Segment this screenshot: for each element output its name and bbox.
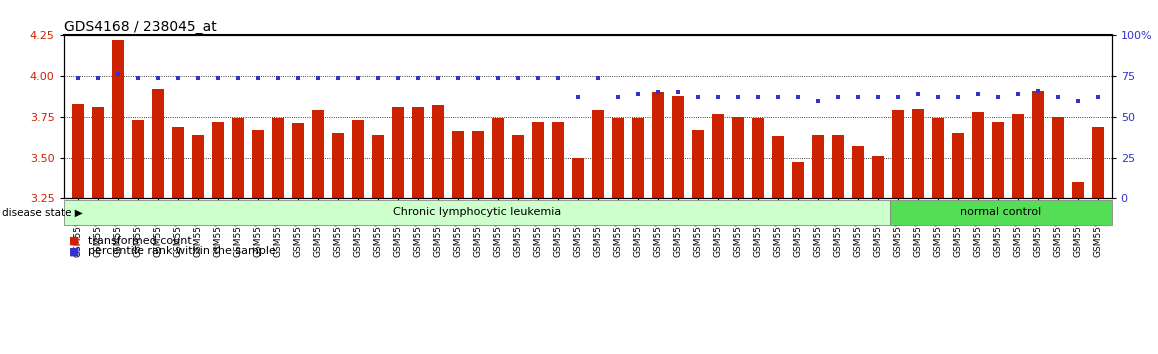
Bar — [1071, 182, 1084, 198]
Bar — [212, 122, 223, 198]
Bar — [572, 158, 584, 198]
Bar — [372, 135, 383, 198]
Bar — [1051, 117, 1064, 198]
Text: normal control: normal control — [960, 207, 1041, 217]
Bar — [892, 110, 903, 198]
Bar — [1012, 114, 1024, 198]
Bar — [952, 133, 963, 198]
Bar — [232, 119, 243, 198]
Bar — [312, 110, 324, 198]
Bar — [672, 96, 683, 198]
Bar — [512, 135, 523, 198]
Bar — [732, 117, 743, 198]
Bar — [532, 122, 544, 198]
Text: ■: ■ — [69, 246, 80, 256]
Bar — [251, 130, 264, 198]
Bar — [972, 112, 983, 198]
Bar — [272, 119, 284, 198]
Bar — [932, 119, 944, 198]
Bar — [412, 107, 424, 198]
Bar — [91, 107, 104, 198]
Bar — [432, 105, 444, 198]
Bar — [872, 156, 884, 198]
Bar — [611, 119, 624, 198]
Bar — [712, 114, 724, 198]
Bar — [331, 133, 344, 198]
Bar — [171, 127, 184, 198]
Bar — [991, 122, 1004, 198]
Bar — [691, 130, 704, 198]
Bar — [72, 104, 83, 198]
Text: disease state ▶: disease state ▶ — [2, 207, 83, 217]
Text: transformed count: transformed count — [88, 236, 192, 246]
Bar — [812, 135, 823, 198]
Bar — [152, 89, 163, 198]
Text: percentile rank within the sample: percentile rank within the sample — [88, 246, 276, 256]
Text: ■: ■ — [69, 236, 80, 246]
Bar — [911, 109, 924, 198]
Bar — [492, 119, 504, 198]
Bar — [831, 135, 844, 198]
Bar — [752, 119, 763, 198]
Bar — [352, 120, 364, 198]
Bar — [551, 122, 564, 198]
Bar — [631, 119, 644, 198]
Bar — [471, 131, 484, 198]
Bar — [111, 40, 124, 198]
Bar — [391, 107, 404, 198]
Bar — [452, 131, 463, 198]
Bar — [652, 92, 664, 198]
Bar — [851, 146, 864, 198]
Bar — [192, 135, 204, 198]
Bar — [132, 120, 144, 198]
Bar — [1032, 91, 1043, 198]
Bar — [1092, 127, 1104, 198]
Text: GDS4168 / 238045_at: GDS4168 / 238045_at — [64, 21, 217, 34]
Bar — [771, 136, 784, 198]
Bar — [792, 162, 804, 198]
Text: Chronic lymphocytic leukemia: Chronic lymphocytic leukemia — [393, 207, 560, 217]
Bar — [592, 110, 603, 198]
Bar — [292, 123, 303, 198]
